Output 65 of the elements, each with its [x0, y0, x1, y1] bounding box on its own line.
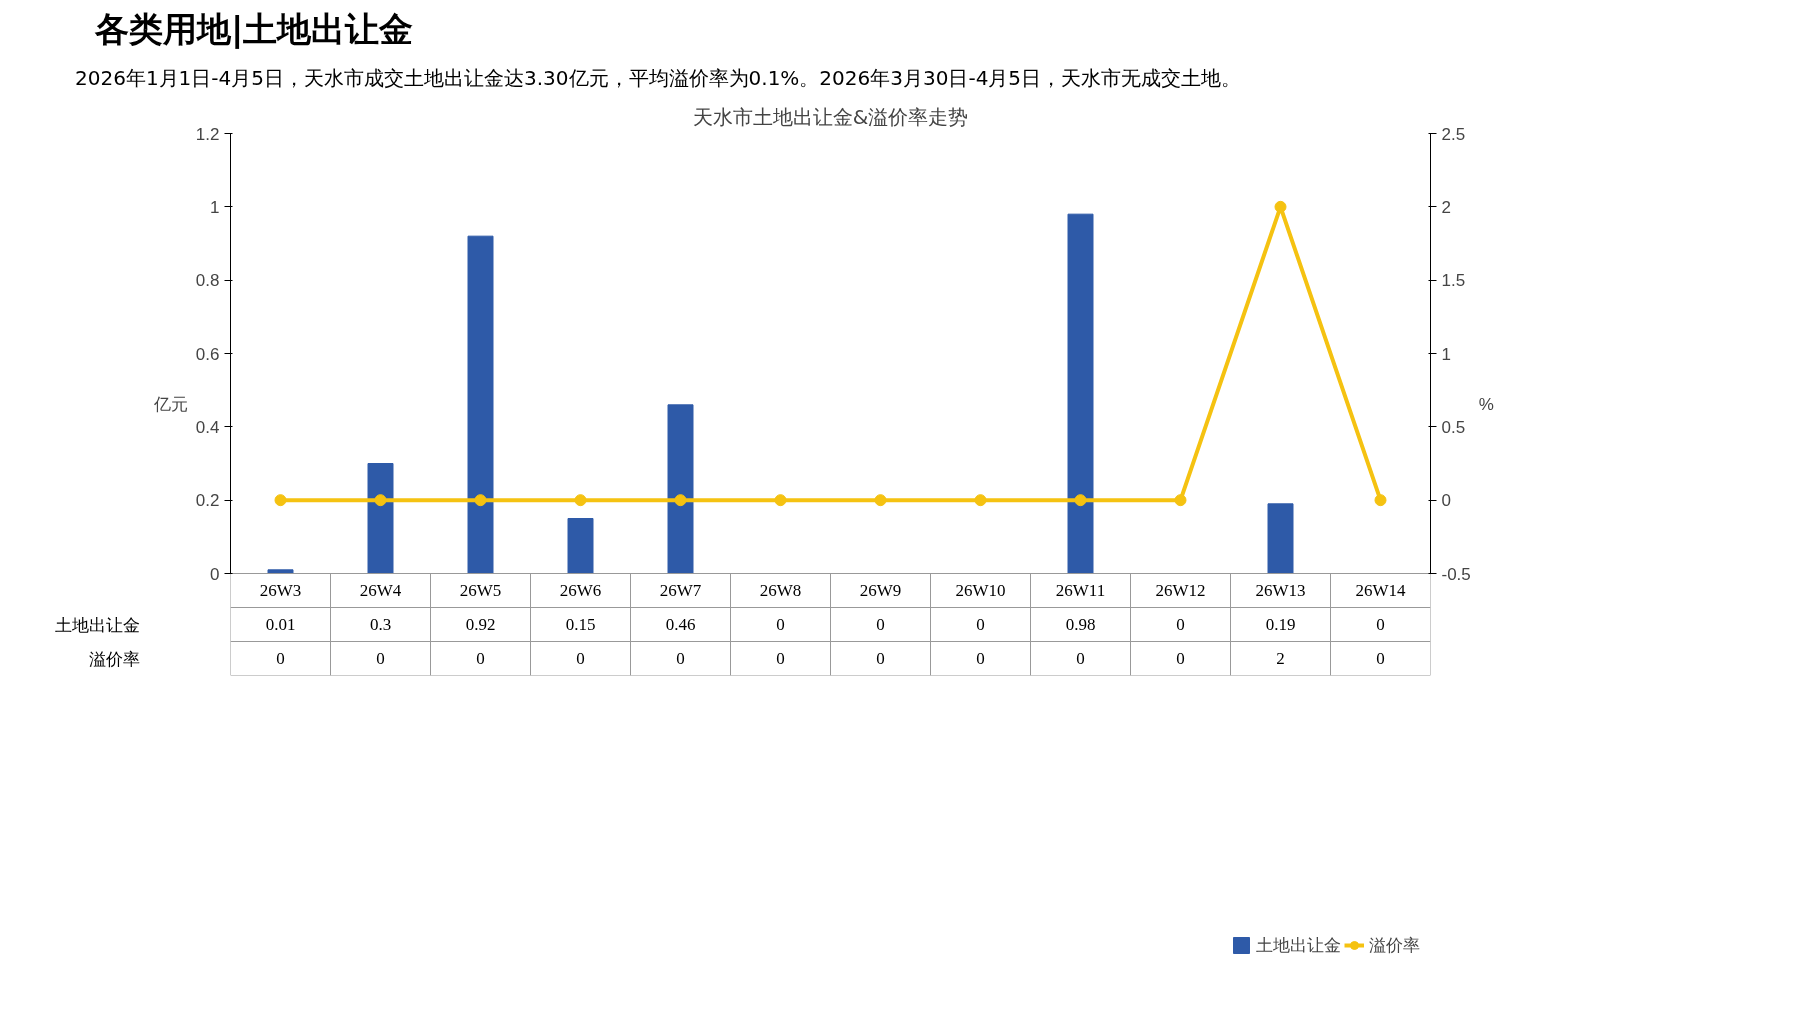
y2-tick-label: 2.5 [1441, 124, 1466, 144]
chart-subtitle: 各类用地|土地出让金 [95, 8, 414, 51]
y2-tick-label: 1.5 [1441, 271, 1466, 291]
text: 2026年1月1日-4月5日，天水市成交土地出让金达3.30亿元，平均溢价率为0.1%。2026年3月30日-4月5日，天水市无成交土地。 [75, 64, 1242, 92]
data-label: 0 [876, 649, 885, 669]
data-label: 0 [776, 615, 785, 635]
data-label: 0.01 [265, 615, 296, 635]
y2-tick-label: 1 [1441, 344, 1451, 364]
y2-tick-label: 0 [1441, 491, 1451, 511]
bar [1267, 503, 1294, 575]
data-label: 0 [1076, 649, 1085, 669]
text: 土地出让金 [54, 614, 140, 635]
x-tick-label: 26W11 [1055, 581, 1106, 601]
y2-tick-label: -0.5 [1441, 564, 1471, 584]
x-tick-label: 26W8 [759, 581, 802, 601]
data-label: 0 [976, 615, 985, 635]
x-tick-label: 26W5 [459, 581, 502, 601]
data-label: 0.15 [565, 615, 596, 635]
legend-label: 溢价率 [1369, 934, 1420, 957]
y-tick-label: 0.4 [195, 417, 220, 437]
bar [467, 235, 494, 575]
text: 溢价率 [88, 648, 140, 669]
data-label: 0.92 [465, 615, 496, 635]
data-label: 0 [876, 615, 885, 635]
data-label: 0 [1176, 649, 1185, 669]
y-tick-label: 0.6 [195, 344, 220, 364]
x-tick-label: 26W3 [259, 581, 302, 601]
data-label: 0 [1376, 649, 1385, 669]
data-label: 0.46 [665, 615, 696, 635]
x-tick-label: 26W6 [559, 581, 602, 601]
y-tick-label: 0 [210, 564, 220, 584]
legend-label: 土地出让金 [1256, 934, 1341, 957]
x-tick-label: 26W12 [1155, 581, 1206, 601]
data-label: 0 [576, 649, 585, 669]
y-tick-label: 0.2 [195, 491, 220, 511]
y2-tick-label: 2 [1441, 197, 1451, 217]
data-label: 0.98 [1065, 615, 1096, 635]
y-tick-label: 0.8 [195, 271, 220, 291]
data-label: 2 [1276, 649, 1285, 669]
data-label: 0 [676, 649, 685, 669]
y2-axis-title: % [1478, 395, 1494, 415]
data-label: 0 [476, 649, 485, 669]
data-label: 0 [376, 649, 385, 669]
y2-tick-label: 0.5 [1441, 417, 1466, 437]
y-axis-title: 亿元 [152, 395, 188, 415]
data-label: 0.19 [1265, 615, 1296, 635]
data-label: 0.3 [369, 615, 392, 635]
bar [567, 518, 594, 575]
x-tick-label: 26W9 [859, 581, 902, 601]
y-tick-label: 1.2 [195, 124, 220, 144]
data-label: 0 [1176, 615, 1185, 635]
data-label: 0 [276, 649, 285, 669]
x-tick-label: 26W14 [1355, 581, 1407, 601]
chart-title: 天水市土地出让金&溢价率走势 [692, 104, 969, 129]
data-label: 0 [1376, 615, 1385, 635]
x-tick-label: 26W7 [659, 581, 702, 601]
bar [667, 404, 694, 575]
x-tick-label: 26W10 [955, 581, 1006, 601]
data-label: 0 [976, 649, 985, 669]
data-label: 0 [776, 649, 785, 669]
x-tick-label: 26W13 [1255, 581, 1306, 601]
bar [367, 463, 394, 575]
x-tick-label: 26W4 [359, 581, 402, 601]
bar [1067, 213, 1094, 575]
y-tick-label: 1 [210, 197, 220, 217]
